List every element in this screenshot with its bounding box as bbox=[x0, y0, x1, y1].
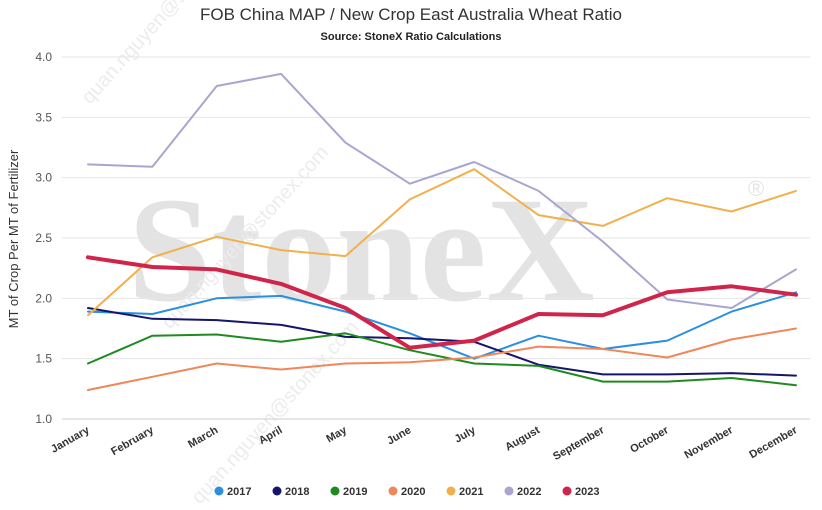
legend-label: 2020 bbox=[401, 486, 425, 498]
y-axis-label: MT of Crop Per MT of Fertilizer bbox=[6, 149, 21, 328]
series-line-2023 bbox=[86, 255, 798, 350]
legend-label: 2022 bbox=[517, 486, 541, 498]
x-tick-label: December bbox=[747, 424, 800, 461]
legend-marker bbox=[330, 486, 340, 496]
x-tick-label: March bbox=[186, 424, 220, 451]
y-tick-label: 2.5 bbox=[35, 231, 52, 245]
legend-item-2021[interactable]: 2021 bbox=[446, 486, 484, 498]
legend-item-2019[interactable]: 2019 bbox=[330, 486, 368, 498]
y-tick-label: 3.5 bbox=[35, 110, 52, 124]
legend-marker bbox=[504, 486, 514, 496]
legend-item-2023[interactable]: 2023 bbox=[562, 486, 600, 498]
legend-item-2022[interactable]: 2022 bbox=[504, 486, 542, 498]
x-tick-label: June bbox=[385, 424, 413, 447]
y-tick-label: 1.0 bbox=[35, 412, 52, 426]
x-tick-label: February bbox=[109, 424, 157, 458]
series-line-2021 bbox=[87, 168, 797, 317]
y-tick-label: 4.0 bbox=[35, 50, 52, 64]
series-lines bbox=[86, 72, 798, 391]
y-tick-label: 2.0 bbox=[35, 291, 52, 305]
legend-label: 2019 bbox=[343, 486, 367, 498]
x-tick-label: October bbox=[628, 424, 671, 456]
legend-marker bbox=[562, 486, 572, 496]
x-tick-label: August bbox=[503, 424, 542, 454]
legend-item-2018[interactable]: 2018 bbox=[272, 486, 310, 498]
legend-item-2017[interactable]: 2017 bbox=[214, 486, 252, 498]
gridlines bbox=[62, 56, 810, 420]
y-tick-label: 1.5 bbox=[35, 352, 52, 366]
chart-subtitle: Source: StoneX Ratio Calculations bbox=[321, 31, 502, 43]
x-tick-label: July bbox=[453, 424, 479, 446]
legend-marker bbox=[446, 486, 456, 496]
series-line-2019 bbox=[87, 332, 797, 387]
legend-marker bbox=[214, 486, 224, 496]
legend-item-2020[interactable]: 2020 bbox=[388, 486, 426, 498]
x-tick-label: November bbox=[683, 424, 736, 462]
watermark-logo: StoneX bbox=[128, 167, 595, 333]
legend-marker bbox=[388, 486, 398, 496]
legend-marker bbox=[272, 486, 282, 496]
chart-title: FOB China MAP / New Crop East Australia … bbox=[200, 5, 622, 24]
legend[interactable]: 2017 2018 2019 2020 2021 2022 2023 bbox=[214, 486, 600, 498]
series-line-2022 bbox=[87, 72, 797, 309]
legend-label: 2021 bbox=[459, 486, 483, 498]
x-tick-label: September bbox=[551, 424, 607, 463]
x-axis-ticks: January February March April May June July Augu… bbox=[49, 424, 800, 463]
legend-label: 2017 bbox=[227, 486, 251, 498]
y-axis-ticks: 1.0 1.5 2.0 2.5 3.0 3.5 4.0 bbox=[35, 50, 52, 426]
y-tick-label: 3.0 bbox=[35, 171, 52, 185]
legend-label: 2023 bbox=[575, 486, 599, 498]
legend-label: 2018 bbox=[285, 486, 309, 498]
series-line-2020 bbox=[87, 327, 797, 391]
x-tick-label: January bbox=[49, 424, 92, 456]
series-line-2018 bbox=[87, 307, 797, 377]
watermark-registered-mark: ® bbox=[748, 176, 764, 201]
watermark-email-3: quan.nguyen@stonex.com bbox=[187, 317, 363, 509]
x-tick-label: May bbox=[324, 424, 349, 446]
